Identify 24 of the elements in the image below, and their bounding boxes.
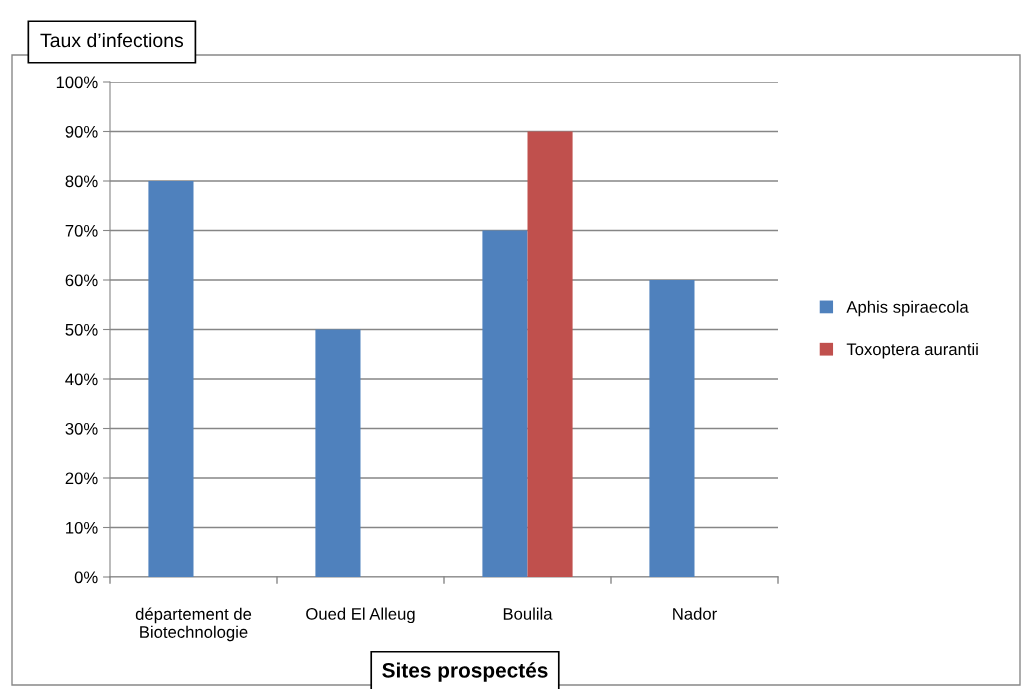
y-tick-label: 0% xyxy=(74,571,98,584)
legend-label: Aphis spiraecola xyxy=(846,300,969,317)
x-tick-label: Nador xyxy=(673,607,717,620)
y-tick-label: 80% xyxy=(65,175,98,188)
x-tick-label: Boulila xyxy=(503,607,553,620)
y-tick-label: 40% xyxy=(65,373,98,386)
y-tick-label: 90% xyxy=(65,125,98,138)
bar xyxy=(482,230,528,577)
x-tick-label: département de Biotechnologie xyxy=(135,607,252,642)
y-tick-label: 70% xyxy=(65,224,98,237)
bar xyxy=(148,181,194,577)
legend-label: Toxoptera aurantii xyxy=(846,342,978,359)
x-tick-label: Oued El Alleug xyxy=(306,607,415,624)
y-tick-label: 30% xyxy=(65,422,98,435)
x-axis-title: Sites prospectés xyxy=(382,662,548,682)
bar xyxy=(649,280,695,577)
bar xyxy=(315,329,361,577)
chart-title: Taux d’infections xyxy=(40,32,184,48)
y-tick-label: 50% xyxy=(65,323,98,336)
bar xyxy=(527,131,573,577)
y-tick-label: 100% xyxy=(56,76,98,89)
y-tick-label: 20% xyxy=(65,472,98,485)
y-tick-label: 60% xyxy=(65,274,98,287)
y-tick-label: 10% xyxy=(66,521,98,534)
